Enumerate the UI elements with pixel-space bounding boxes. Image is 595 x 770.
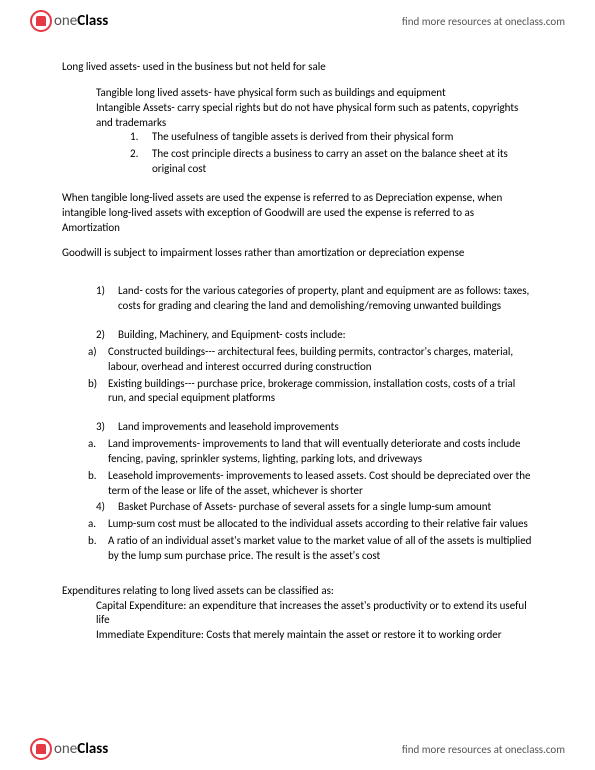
header-resources-link[interactable]: find more resources at oneclass.com [402,15,565,28]
brand-logo-text: oneClass [54,12,108,30]
list-item: 3)Land improvements and leasehold improv… [96,420,533,435]
list-marker: 3) [96,420,118,435]
page-header: oneClass find more resources at oneclass… [0,0,595,42]
list-body: Basket Purchase of Assets- purchase of s… [118,500,533,515]
sub-list-marker: a. [88,437,108,467]
sub-list-body: Lump-sum cost must be allocated to the i… [108,517,533,532]
list-body: Land- costs for the various categories o… [118,284,533,314]
para-capital-expenditure: Capital Expenditure: an expenditure that… [96,599,533,629]
para-immediate-expenditure: Immediate Expenditure: Costs that merely… [96,628,533,643]
list-item: 2)Building, Machinery, and Equipment- co… [96,328,533,343]
para-depreciation: When tangible long-lived assets are used… [62,191,533,236]
sub-list-marker: a) [88,345,108,375]
sub-list-item: b.A ratio of an individual asset's marke… [88,534,533,564]
para-goodwill: Goodwill is subject to impairment losses… [62,246,533,261]
numbered-body: The usefulness of tangible assets is der… [152,130,533,145]
sub-list-body: Land improvements- improvements to land … [108,437,533,467]
sub-list-item: b)Existing buildings--- purchase price, … [88,377,533,407]
document-body: Long lived assets- used in the business … [62,60,533,720]
brand-logo-icon [30,738,52,760]
para-intangible: Intangible Assets- carry special rights … [96,101,533,131]
sub-list-item: a.Land improvements- improvements to lan… [88,437,533,467]
brand-logo: oneClass [30,10,108,32]
sub-list-marker: b. [88,469,108,499]
numbered-body: The cost principle directs a business to… [152,147,533,177]
sub-list-item: a)Constructed buildings--- architectural… [88,345,533,375]
footer-resources-link[interactable]: find more resources at oneclass.com [402,743,565,756]
brand-logo-text: oneClass [54,740,108,758]
list-marker: 4) [96,500,118,515]
sub-list-body: Constructed buildings--- architectural f… [108,345,533,375]
list-marker: 1) [96,284,118,314]
para-expenditures-lead: Expenditures relating to long lived asse… [62,584,533,599]
numbered-marker: 2. [130,147,152,177]
sub-list-marker: b. [88,534,108,564]
page-footer: oneClass find more resources at oneclass… [0,728,595,770]
list-body: Land improvements and leasehold improvem… [118,420,533,435]
numbered-marker: 1. [130,130,152,145]
sub-list-marker: b) [88,377,108,407]
sub-list-item: a.Lump-sum cost must be allocated to the… [88,517,533,532]
brand-logo-icon [30,10,52,32]
sub-list-marker: a. [88,517,108,532]
list-body: Building, Machinery, and Equipment- cost… [118,328,533,343]
sub-list-body: Existing buildings--- purchase price, br… [108,377,533,407]
numbered-item-1: 1. The usefulness of tangible assets is … [130,130,533,145]
sub-list-item: b.Leasehold improvements- improvements t… [88,469,533,499]
list-item: 4)Basket Purchase of Assets- purchase of… [96,500,533,515]
list-item: 1)Land- costs for the various categories… [96,284,533,314]
para-long-lived-lead: Long lived assets- used in the business … [62,60,533,75]
list-marker: 2) [96,328,118,343]
sub-list-body: A ratio of an individual asset's market … [108,534,533,564]
brand-logo: oneClass [30,738,108,760]
para-tangible: Tangible long lived assets- have physica… [96,86,533,101]
numbered-item-2: 2. The cost principle directs a business… [130,147,533,177]
sub-list-body: Leasehold improvements- improvements to … [108,469,533,499]
